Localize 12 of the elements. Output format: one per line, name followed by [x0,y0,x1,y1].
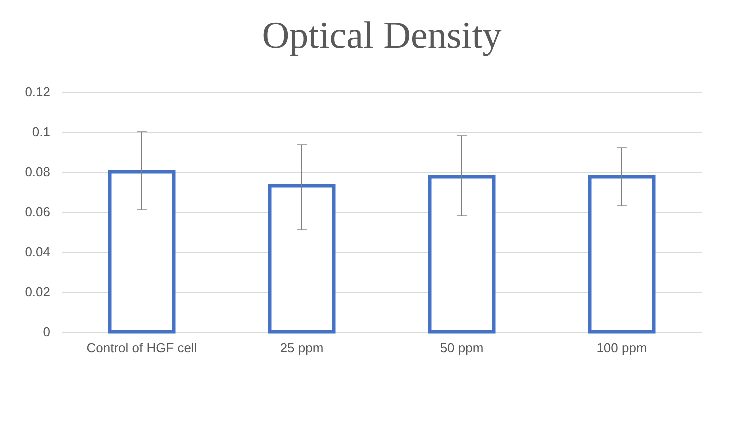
x-tick-label: 25 ppm [280,340,324,356]
y-tick-label: 0.08 [25,164,50,180]
y-tick-label: 0.04 [25,244,50,260]
x-tick-label: Control of HGF cell [86,340,198,356]
y-tick-label: 0.06 [25,204,50,220]
x-tick-label: 100 ppm [596,340,648,356]
x-tick-label: 50 ppm [440,340,484,356]
y-tick-label: 0.1 [32,124,50,140]
y-tick-label: 0.02 [25,284,50,300]
chart-title: Optical Density [262,15,502,57]
y-tick-label: 0.12 [25,84,50,100]
y-tick-label: 0 [43,324,50,340]
